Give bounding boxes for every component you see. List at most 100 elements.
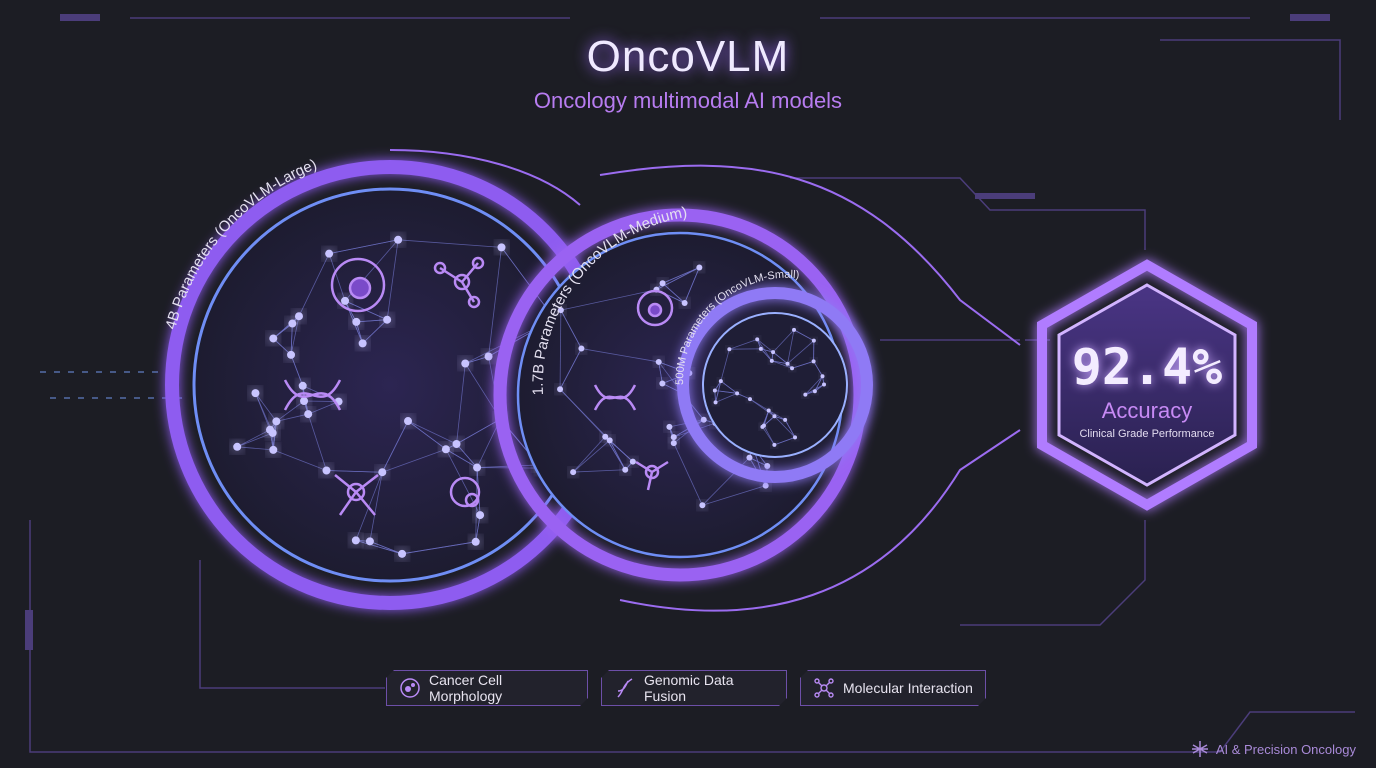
molecule-icon [433,256,485,309]
network-node [476,511,485,520]
network-edge [814,376,823,392]
network-edge [273,449,327,471]
network-node [251,389,260,398]
network-edge [456,418,501,445]
network-edge [784,419,796,438]
network-edge [774,415,796,438]
network-node [358,339,367,348]
network-edge [407,420,447,450]
network-node [294,312,303,321]
feature-label: Cancer Cell Morphology [429,672,503,704]
network-edge [793,329,815,342]
network-node [351,536,360,545]
network-node [287,350,296,359]
network-edge [560,289,657,311]
network-edge [398,239,502,248]
accuracy-caption: Clinical Grade Performance [1079,428,1215,440]
network-edge [445,448,478,468]
network-node [783,417,788,422]
network-node [764,463,771,470]
network-node [718,379,723,384]
network-node [696,264,703,271]
network-edge [813,361,823,377]
network-node [670,434,677,441]
network-node [766,408,771,413]
network-node [735,391,740,396]
network-edge [329,239,399,255]
network-edge [756,339,774,353]
network-node [629,458,636,465]
network-edge [559,348,582,390]
dna-icon [614,677,636,699]
network-edge [772,351,788,365]
network-edge [729,338,758,350]
network-node [325,249,334,258]
network-node [288,319,297,328]
network-node [758,346,763,351]
network-edge [609,440,634,462]
network-edge [805,375,823,395]
network-edge [702,485,766,506]
network-edge [715,381,722,403]
network-node [441,445,450,454]
network-edge [308,401,339,415]
network-edge [720,349,730,382]
network-node [769,358,774,363]
network-node [681,299,688,306]
network-edge [791,360,814,369]
feature-cancer-cell-morphology: Cancer Cell Morphology [386,670,588,706]
network-node [659,380,666,387]
network-node [713,400,718,405]
network-edge [255,392,277,422]
network-edge [774,436,796,446]
network-edge [237,446,274,451]
network-edge [456,443,478,468]
network-edge [356,319,388,323]
network-node [803,392,808,397]
network-edge [475,515,481,542]
network-node [300,397,309,406]
network-node [570,469,577,476]
footer-brand: AI & Precision Oncology [1190,739,1356,759]
network-node [383,315,392,324]
cell-icon [399,677,421,699]
network-node [747,397,752,402]
network-node [811,359,816,364]
network-node [471,537,480,546]
network-node [772,414,777,419]
network-edge [273,315,300,339]
network-node [746,454,753,461]
network-edge [559,388,610,441]
network-node [404,417,413,426]
network-edge [355,540,403,555]
network-edge [488,247,502,357]
footer-label: AI & Precision Oncology [1215,741,1356,757]
network-edge [237,429,271,448]
network-node [304,410,313,419]
page-subtitle: Oncology multimodal AI models [533,88,843,113]
molecule-icon [334,474,379,516]
network-node [378,468,387,477]
network-edge [763,425,775,446]
network-edge [237,432,273,448]
network-edge [749,457,768,467]
network-edge [658,361,663,384]
network-node [666,423,673,430]
network-edge [763,410,770,426]
network-edge [386,239,399,320]
network-edge [736,392,751,400]
network-edge [328,253,346,302]
page-title: OncoVLM [586,32,790,81]
network-node [452,439,461,448]
feature-molecular-interaction: Molecular Interaction [800,670,986,706]
network-edge [673,442,703,506]
network-edge [298,253,330,317]
molecule-icon [635,460,669,491]
network-node [670,440,677,447]
network-node [755,337,760,342]
network-node [473,463,482,472]
network-node [602,433,609,440]
network-edge [276,413,309,422]
network-edge [662,267,700,284]
